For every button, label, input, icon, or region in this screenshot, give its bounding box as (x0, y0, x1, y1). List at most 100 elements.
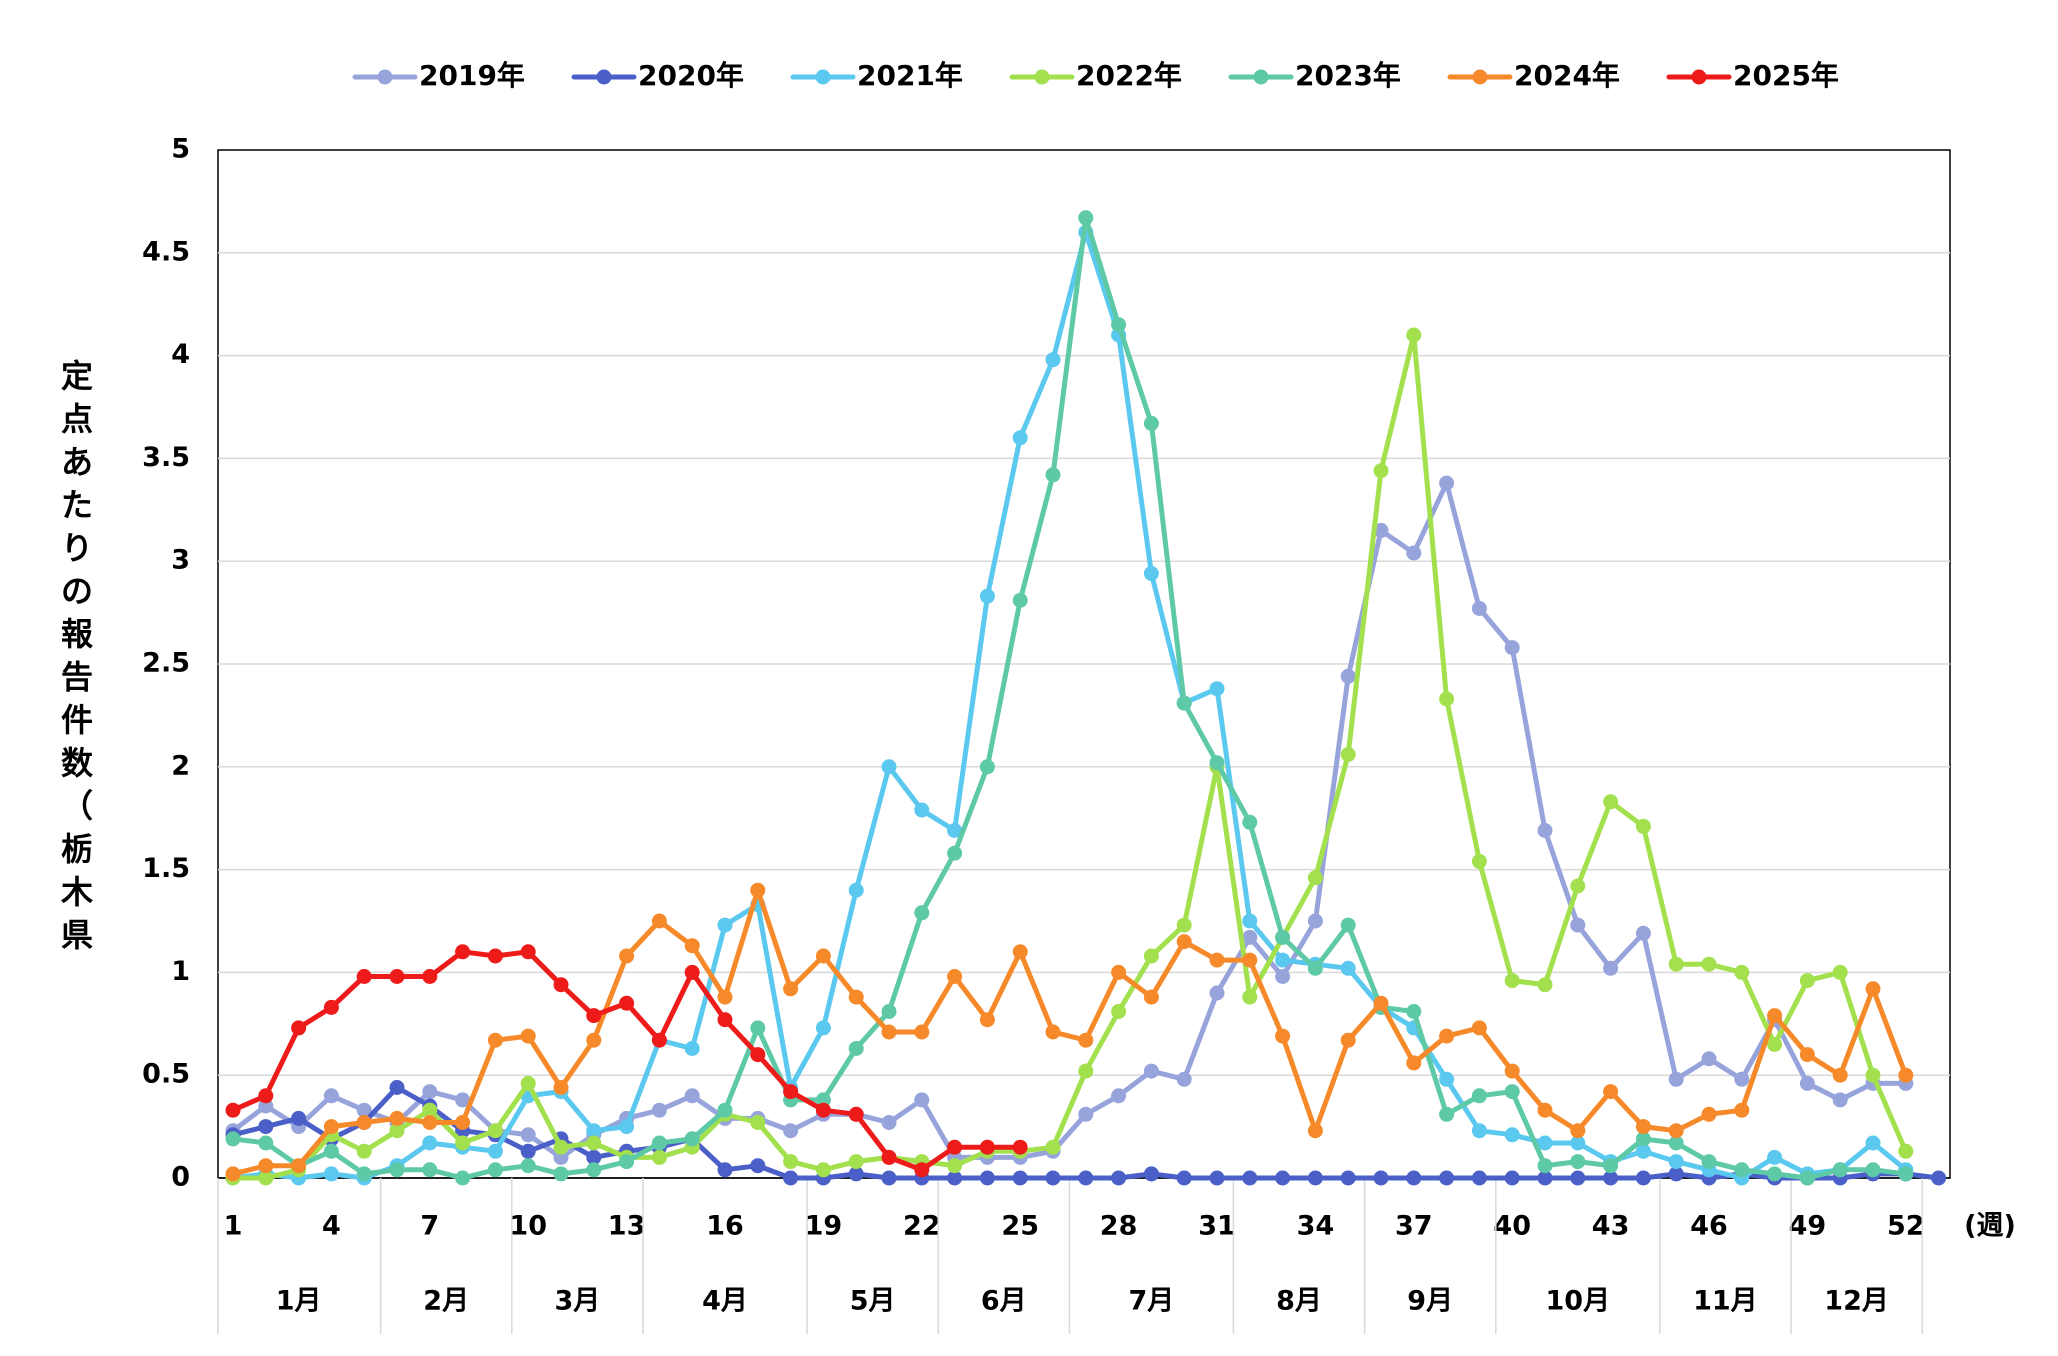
data-point (783, 1170, 799, 1186)
data-point (1504, 1084, 1520, 1100)
data-point (1832, 1092, 1848, 1108)
data-point (1143, 415, 1159, 431)
data-point (1701, 956, 1717, 972)
series-2022年 (225, 327, 1914, 1186)
data-point (1832, 964, 1848, 980)
data-point (1570, 1170, 1586, 1186)
data-point (1111, 964, 1127, 980)
series-line (230, 480, 1909, 1160)
data-point (1242, 929, 1258, 945)
data-point (1635, 1143, 1651, 1159)
data-point (520, 1143, 536, 1159)
y-axis-title-char: 木 (60, 873, 93, 911)
data-point (1143, 1166, 1159, 1182)
data-point (848, 1166, 864, 1182)
data-point (258, 1170, 274, 1186)
data-point (520, 944, 536, 960)
x-tick-label: 31 (1198, 1211, 1236, 1242)
legend-marker (815, 69, 831, 85)
data-point (1439, 1028, 1455, 1044)
legend-marker (377, 69, 393, 85)
data-point (1931, 1170, 1947, 1186)
data-point (914, 1024, 930, 1040)
data-point (1439, 1106, 1455, 1122)
data-point (1734, 1162, 1750, 1178)
data-point (1111, 1088, 1127, 1104)
data-point (1832, 1067, 1848, 1083)
data-point (1406, 327, 1422, 343)
data-point (947, 969, 963, 984)
data-point (1799, 1047, 1815, 1063)
data-point (1275, 969, 1291, 984)
data-point (389, 1110, 405, 1126)
data-point (1111, 317, 1127, 333)
data-point (1143, 1063, 1159, 1079)
y-axis-title-char: 件 (60, 701, 93, 739)
month-label: 4月 (702, 1286, 748, 1317)
legend-item: 2023年 (1228, 59, 1401, 92)
month-label: 1月 (276, 1286, 322, 1317)
data-point (323, 1166, 339, 1182)
data-point (1242, 913, 1258, 929)
data-point (684, 1131, 700, 1147)
data-point (291, 1020, 307, 1036)
data-point (979, 1012, 995, 1028)
data-point (651, 1032, 667, 1048)
data-point (914, 1162, 930, 1178)
legend-item: 2022年 (1009, 59, 1182, 92)
data-point (520, 1158, 536, 1174)
data-point (1504, 640, 1520, 656)
data-point (848, 882, 864, 898)
data-point (717, 1162, 733, 1178)
legend-item: 2020年 (571, 59, 744, 92)
data-point (455, 1170, 471, 1186)
data-point (717, 917, 733, 933)
data-point (1012, 944, 1028, 960)
data-point (455, 1115, 471, 1130)
data-point (1340, 1170, 1356, 1186)
data-point (783, 981, 799, 997)
data-point (1603, 1084, 1619, 1100)
data-point (947, 1139, 963, 1155)
legend-marker (596, 69, 612, 85)
data-point (1668, 1071, 1684, 1087)
legend-item: 2025年 (1666, 59, 1839, 92)
data-point (1767, 1008, 1783, 1024)
data-point (455, 1135, 471, 1151)
data-point (783, 1154, 799, 1170)
data-point (1406, 1004, 1422, 1019)
data-point (815, 1102, 831, 1118)
legend-label: 2021年 (857, 59, 963, 92)
data-point (1307, 1123, 1323, 1139)
data-point (553, 977, 569, 993)
data-point (1012, 1139, 1028, 1155)
data-point (1668, 1135, 1684, 1151)
data-point (1570, 1135, 1586, 1151)
data-point (586, 1123, 602, 1139)
data-point (1242, 952, 1258, 968)
y-tick-label: 3.5 (142, 442, 190, 473)
data-point (225, 1131, 241, 1147)
data-point (258, 1088, 274, 1104)
data-point (1701, 1106, 1717, 1122)
data-point (815, 1092, 831, 1108)
data-point (1734, 1071, 1750, 1087)
y-axis-title-char: 報 (60, 615, 93, 653)
y-tick-label: 5 (171, 134, 190, 165)
data-point (1701, 1051, 1717, 1067)
data-point (1275, 952, 1291, 968)
legend-item: 2024年 (1447, 59, 1620, 92)
data-point (1537, 1102, 1553, 1118)
y-axis-title-char: の (60, 572, 93, 610)
data-point (1012, 430, 1028, 446)
data-point (1209, 755, 1225, 771)
legend-item: 2021年 (790, 59, 963, 92)
data-point (1537, 1158, 1553, 1174)
data-point (1275, 1028, 1291, 1044)
data-point (783, 1084, 799, 1100)
x-tick-label: 1 (224, 1211, 243, 1242)
data-point (914, 905, 930, 921)
data-point (684, 964, 700, 980)
data-point (1471, 601, 1487, 616)
data-point (881, 1149, 897, 1165)
